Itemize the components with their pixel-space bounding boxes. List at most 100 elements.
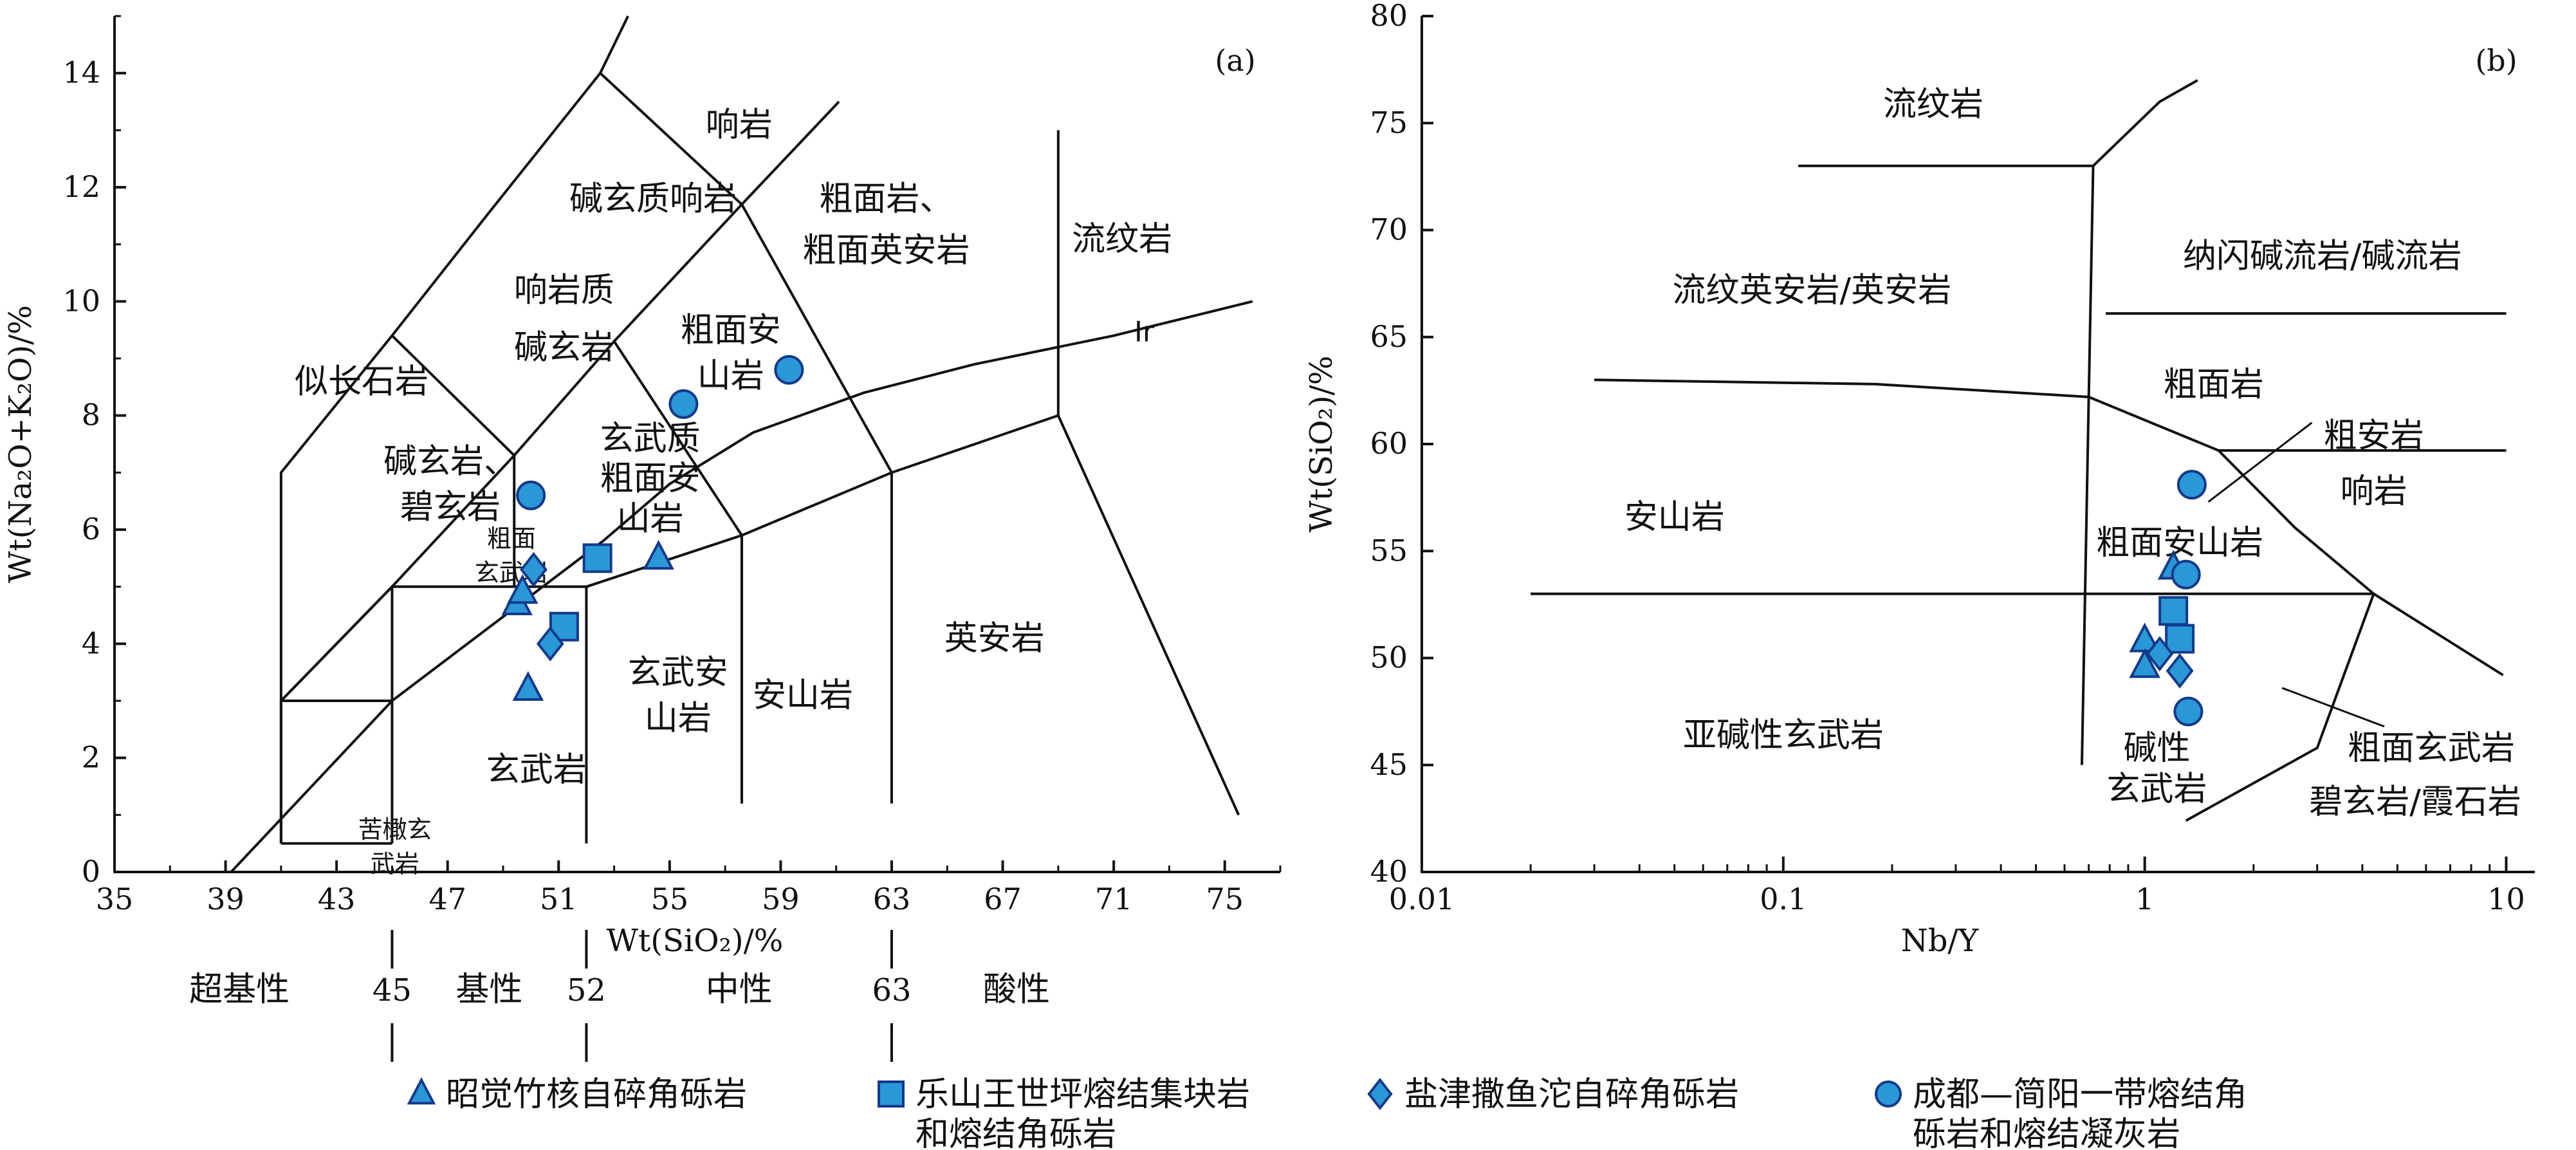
field-label: 玄武岩 (486, 750, 587, 789)
rock-class-label: 酸性 (983, 970, 1050, 1009)
y-tick-label: 14 (62, 55, 100, 90)
panel-label: (b) (2475, 43, 2517, 78)
panel-a-tas-diagram: 35 39 43 47 51 55 59 63 67 71 75 0 2 4 6 8 10 12 14 Wt(SiO₂… (3, 15, 1282, 1062)
y-tick-label: 75 (1370, 105, 1408, 140)
data-point-circle (2171, 559, 2201, 589)
data-point-circle (2173, 696, 2203, 727)
label-pointer (2281, 687, 2385, 728)
panel-b-nby-diagram: 40 45 50 55 60 65 70 75 80 0.01 0.1 1 10 Nb/Y Wt(SiO₂)… (1303, 0, 2535, 959)
field-label: 流纹岩 (1072, 220, 1172, 259)
rock-class-bound: 45 (373, 972, 412, 1008)
x-tick-label: 75 (1206, 882, 1244, 916)
x-tick-label: 63 (873, 882, 911, 916)
y-tick-label: 50 (1370, 640, 1408, 675)
x-axis-title: Wt(SiO₂)/% (607, 923, 784, 959)
legend-marker-triangle (407, 1077, 436, 1105)
field-boundary (391, 100, 840, 457)
legend-marker-diamond (1367, 1077, 1393, 1111)
field-boundary (612, 340, 743, 536)
data-point-circle (774, 355, 804, 385)
data-point-diamond (520, 552, 547, 588)
data-point-triangle (643, 539, 674, 570)
field-label: 碱玄质响岩 (569, 180, 737, 219)
y-tick-label: 8 (82, 398, 100, 432)
field-label: 响岩 (706, 106, 773, 144)
data-point-triangle (506, 574, 538, 604)
irvine-boundary (230, 300, 1253, 873)
field-label: 碧玄岩 (400, 488, 501, 527)
x-tick-label: 51 (540, 882, 578, 916)
x-tick-label: 43 (318, 882, 356, 916)
field-label: 碱玄岩 (514, 328, 614, 367)
x-tick-label: 35 (96, 882, 134, 916)
x-axis-title: Nb/Y (1901, 923, 1980, 959)
field-label: 玄武质 (600, 420, 701, 458)
data-point-square (582, 543, 612, 573)
x-tick-label: 71 (1095, 882, 1133, 916)
data-point-triangle (2129, 648, 2160, 678)
field-boundary (279, 15, 629, 844)
y-tick-label: 2 (82, 740, 100, 775)
field-label: 英安岩 (944, 619, 1045, 658)
field-label: 纳闪碱流岩/碱流岩 (2183, 237, 2462, 275)
y-tick-label: 55 (1370, 533, 1408, 568)
field-label: 粗安岩 (2324, 417, 2424, 456)
y-axis-title: Wt(Na₂O+K₂O)/% (3, 305, 39, 583)
legend-label: 盐津撒鱼沱自碎角砾岩 (1404, 1075, 1739, 1114)
field-label: 似长石岩 (295, 362, 428, 401)
field-label: 流纹岩 (1883, 85, 1983, 124)
field-label: 亚碱性玄武岩 (1683, 716, 1884, 755)
field-label: 碱玄岩、 (383, 443, 517, 481)
y-tick-label: 65 (1370, 319, 1408, 354)
field-label: 粗面安 (681, 311, 781, 350)
field-label: 山岩 (645, 700, 712, 738)
y-tick-label: 4 (82, 626, 100, 660)
field-label: 粗面岩、 (819, 180, 953, 219)
data-point-diamond (536, 626, 564, 662)
field-label: 粗面岩 (2164, 366, 2264, 404)
y-tick-label: 40 (1370, 854, 1408, 889)
y-tick-label: 0 (82, 854, 100, 889)
legend-marker-square (878, 1080, 905, 1108)
x-tick-label: 10 (2487, 882, 2525, 916)
field-label: 安山岩 (1624, 498, 1725, 537)
data-point-diamond (2146, 636, 2174, 672)
y-tick-label: 12 (62, 169, 100, 204)
data-point-diamond (2166, 653, 2194, 689)
y-tick-label: 60 (1370, 426, 1408, 461)
x-tick-label: 0.01 (1389, 882, 1455, 916)
legend-label: 砾岩和熔结凝灰岩 (1913, 1115, 2180, 1150)
panel-label: (a) (1215, 43, 1255, 78)
data-point-square (2158, 596, 2189, 626)
x-tick-label: 67 (984, 882, 1022, 916)
field-label: 粗面英安岩 (802, 232, 970, 270)
rock-class-bound: 63 (872, 972, 911, 1008)
field-label: 粗面安山岩 (2096, 524, 2263, 562)
field-boundary (2092, 79, 2198, 167)
legend-label: 和熔结角砾岩 (915, 1115, 1116, 1150)
field-label: 响岩质 (514, 272, 614, 310)
y-tick-label: 10 (62, 283, 100, 318)
field-label: 苦橄玄 (358, 815, 432, 844)
legend-label: 成都—简阳一带熔结角 (1913, 1075, 2247, 1114)
field-label: 响岩 (2341, 472, 2407, 511)
field-label: 山岩 (617, 499, 684, 538)
field-label: 碱性 (2123, 729, 2190, 768)
field-label: 粗面 (487, 524, 536, 553)
field-label: 安山岩 (753, 676, 853, 715)
y-tick-label: 80 (1370, 0, 1408, 33)
field-boundary (599, 72, 893, 804)
x-tick-label: 39 (207, 882, 244, 916)
x-tick-label: 55 (651, 882, 689, 916)
data-point-triangle (512, 671, 544, 701)
field-label: 山岩 (697, 357, 764, 396)
legend-marker-circle (1875, 1080, 1902, 1108)
field-label: 玄武安 (628, 654, 728, 692)
legend-label: 乐山王世坪熔结集块岩 (915, 1075, 1250, 1114)
y-tick-label: 6 (82, 512, 100, 546)
data-point-circle (668, 389, 699, 419)
field-label: 粗面安 (600, 459, 701, 498)
rock-class-label: 中性 (706, 970, 773, 1009)
